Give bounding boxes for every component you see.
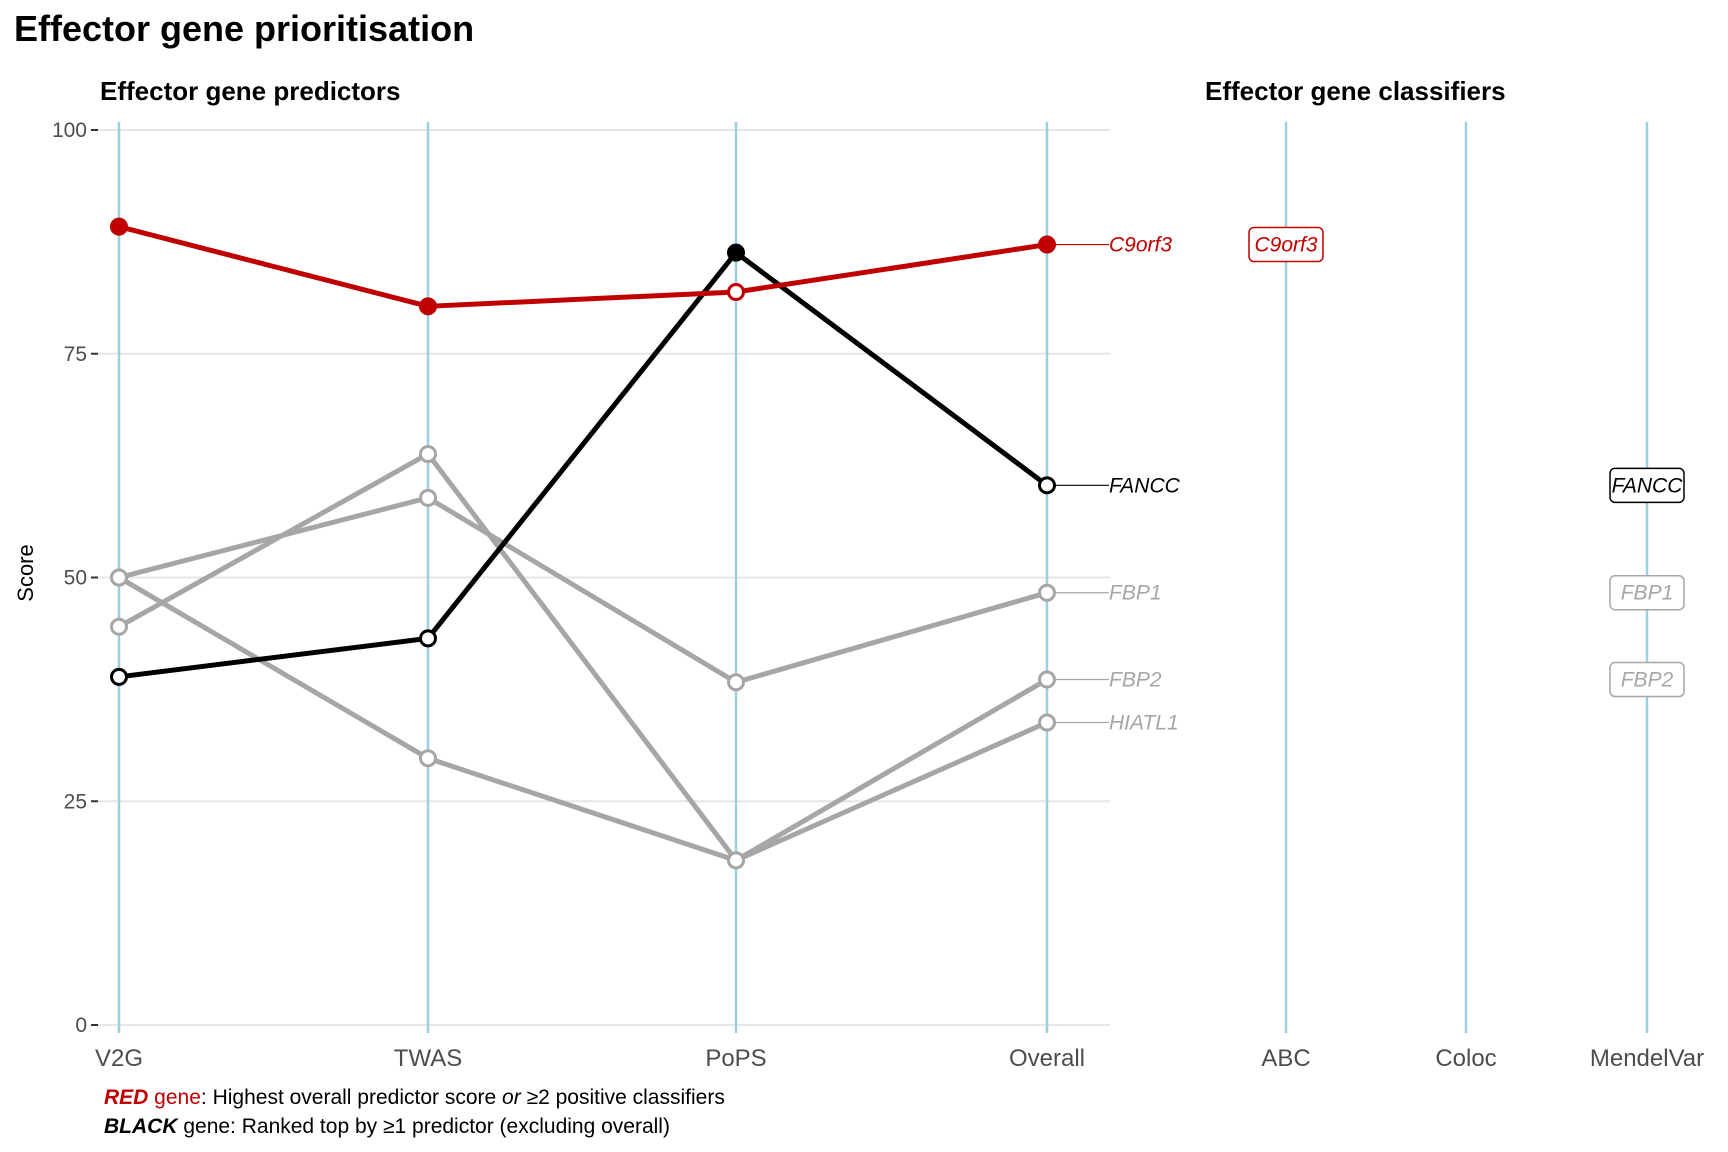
- footnote-red-or: or: [502, 1086, 521, 1109]
- footnote-red-gene: gene: [148, 1086, 201, 1109]
- predictors-panel-title: Effector gene predictors: [100, 76, 401, 106]
- data-point-c9orf3-twas: [419, 297, 437, 316]
- data-point-fbp2-v2g: [110, 617, 128, 636]
- data-point-c9orf3-pops: [727, 282, 745, 301]
- y-axis-title: Score: [13, 544, 38, 601]
- y-tick-label: 0: [75, 1014, 87, 1037]
- classifiers-panel-title: Effector gene classifiers: [1205, 76, 1506, 106]
- x-axis: V2G TWAS PoPS Overall ABC Coloc MendelVar: [95, 1045, 1704, 1072]
- series-lines: [110, 217, 1056, 870]
- x-tick-label-twas: TWAS: [394, 1045, 462, 1072]
- data-point-hiatl1-overall: [1038, 713, 1056, 732]
- classifier-label-fbp2: FBP2: [1621, 669, 1674, 692]
- data-point-c9orf3-overall: [1038, 235, 1056, 254]
- classifier-badge-mendelvar-fbp2: [1609, 661, 1685, 698]
- data-point-fancc-twas: [419, 629, 437, 648]
- grid-lines: [98, 129, 1110, 1026]
- series-line-c9orf3: [118, 224, 1048, 309]
- gene-label-fancc: FANCC: [1109, 474, 1181, 497]
- classifier-label-c9orf3: C9orf3: [1254, 234, 1317, 257]
- series-line-hiatl1: [117, 575, 1049, 863]
- classifier-badge-mendelvar-fbp1: [1609, 574, 1685, 611]
- data-point-fbp1-overall: [1038, 583, 1056, 602]
- data-point-fancc-v2g: [110, 667, 128, 686]
- x-tick-label-coloc: Coloc: [1435, 1045, 1496, 1072]
- data-point-c9orf3-v2g: [110, 217, 128, 236]
- gene-label-hiatl1: HIATL1: [1109, 711, 1179, 734]
- classifier-label-fancc: FANCC: [1612, 474, 1684, 497]
- main-title: Effector gene prioritisation: [14, 8, 474, 49]
- y-tick-label: 50: [64, 567, 87, 590]
- data-point-fbp2-twas: [419, 444, 437, 463]
- footnote-red: RED gene: Highest overall predictor scor…: [104, 1086, 725, 1110]
- gene-labels: C9orf3 FANCC FBP1 FBP2 HIATL1: [1055, 234, 1181, 734]
- data-point-fbp1-pops: [727, 673, 745, 692]
- y-tick-label: 100: [52, 119, 87, 142]
- x-tick-label-v2g: V2G: [95, 1045, 143, 1072]
- footnote-black-text: gene: Ranked top by ≥1 predictor (exclud…: [177, 1115, 670, 1138]
- data-point-hiatl1-twas: [419, 749, 437, 768]
- gene-label-fbp2: FBP2: [1109, 669, 1162, 692]
- footnote-black-word: BLACK: [104, 1115, 178, 1138]
- gene-label-fbp1: FBP1: [1109, 582, 1162, 605]
- footnote-black: BLACK gene: Ranked top by ≥1 predictor (…: [104, 1115, 670, 1139]
- y-axis: 0 25 50 75 100: [52, 119, 98, 1037]
- classifier-badges: C9orf3 FBP1 FBP2 FANCC: [1248, 226, 1685, 698]
- y-tick-label: 25: [64, 790, 87, 813]
- series-line-fancc: [118, 250, 1049, 680]
- data-point-fbp1-twas: [419, 488, 437, 507]
- classifier-badge-abc-c9orf3: [1248, 226, 1324, 263]
- data-point-hiatl1-v2g: [110, 568, 128, 587]
- footnote-red-text: : Highest overall predictor score: [200, 1086, 503, 1109]
- data-point-fancc-pops: [727, 243, 745, 262]
- x-tick-label-mendelvar: MendelVar: [1590, 1045, 1704, 1072]
- classifier-label-fbp1: FBP1: [1621, 582, 1674, 605]
- y-tick-label: 75: [64, 343, 87, 366]
- gene-label-c9orf3: C9orf3: [1109, 234, 1172, 257]
- x-tick-label-abc: ABC: [1261, 1045, 1310, 1072]
- data-point-fbp2-overall: [1038, 670, 1056, 689]
- x-tick-label-overall: Overall: [1009, 1045, 1085, 1072]
- series-line-fbp2: [117, 451, 1049, 863]
- classifier-badge-mendelvar-fancc: [1609, 467, 1685, 504]
- footnote-red-text2: ≥2 positive classifiers: [520, 1086, 725, 1109]
- data-point-hiatl1-pops: [727, 851, 745, 870]
- x-tick-label-pops: PoPS: [705, 1045, 766, 1072]
- footnote-red-word: RED: [104, 1086, 149, 1109]
- data-point-fancc-overall: [1038, 476, 1056, 495]
